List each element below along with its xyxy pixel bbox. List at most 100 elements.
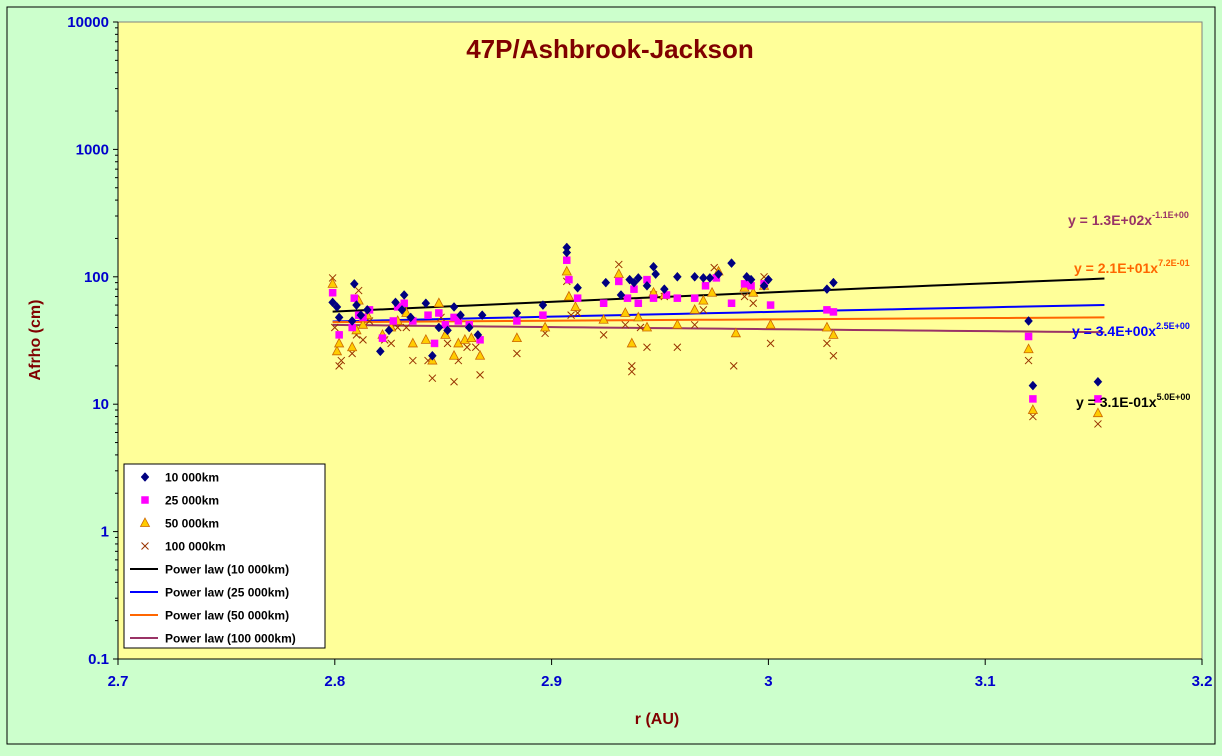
y-tick-label: 10000 (67, 14, 109, 31)
data-point-triangle (563, 290, 575, 301)
legend-marker-triangle (139, 517, 151, 527)
data-point-x (1094, 420, 1102, 428)
data-point-x (328, 274, 337, 282)
data-point-square (1094, 395, 1102, 403)
data-point-x (1029, 412, 1037, 421)
data-point-diamond (434, 322, 444, 333)
data-point-x (330, 323, 339, 332)
data-point-x (599, 331, 608, 339)
legend-box (123, 463, 326, 649)
chart-title: 47P/Ashbrook-Jackson (466, 34, 754, 64)
data-point-square (335, 331, 343, 339)
data-point-diamond (456, 310, 465, 321)
data-point-x (335, 361, 343, 370)
data-point-diamond (1093, 376, 1103, 387)
y-tick-label: 10 (92, 396, 109, 413)
data-point-triangle (466, 332, 477, 343)
data-point-x (1024, 356, 1033, 365)
data-point-diamond (660, 284, 669, 295)
x-tick-label: 3.2 (1192, 673, 1213, 690)
data-point-diamond (449, 302, 459, 312)
legend-marker-diamond (140, 472, 150, 482)
data-point-square (623, 294, 632, 302)
data-point-x (643, 343, 651, 352)
data-point-diamond (464, 322, 474, 333)
data-point-triangle (641, 321, 653, 332)
legend-marker-square (141, 496, 149, 504)
data-point-square (328, 288, 337, 297)
y-tick-label: 1 (101, 524, 109, 541)
data-point-square (701, 282, 710, 290)
data-point-triangle (407, 337, 419, 348)
data-point-x (729, 361, 738, 370)
data-point-square (599, 299, 608, 307)
data-point-diamond (649, 261, 658, 272)
y-tick-label: 0.1 (88, 651, 109, 668)
data-point-diamond (829, 277, 838, 288)
data-point-diamond (1024, 316, 1033, 326)
data-point-diamond (759, 280, 769, 291)
data-point-x (443, 339, 452, 348)
data-point-diamond (673, 271, 682, 282)
data-point-triangle (598, 313, 609, 324)
fit-equation-main: y = 1.3E+02x (1068, 212, 1152, 228)
data-point-diamond (573, 282, 582, 293)
data-point-triangle (331, 345, 343, 356)
data-point-square (350, 294, 359, 302)
data-point-x (476, 370, 484, 379)
data-point-square (1029, 395, 1037, 403)
data-point-x (463, 343, 471, 352)
data-point-diamond (727, 258, 736, 269)
data-point-triangle (620, 307, 631, 317)
data-point-square (1024, 332, 1033, 341)
data-point-diamond (538, 300, 548, 310)
data-point-square (649, 294, 658, 302)
data-point-diamond (332, 302, 342, 312)
data-point-x (513, 349, 521, 358)
data-point-x (627, 361, 636, 370)
data-point-diamond (616, 290, 626, 300)
data-point-triangle (633, 311, 644, 322)
data-point-diamond (477, 310, 487, 321)
fit-equation-3: y = 1.3E+02x-1.1E+00 (1068, 210, 1189, 228)
data-point-diamond (642, 280, 652, 291)
fit-equation-0: y = 3.1E-01x5.0E+00 (1076, 392, 1190, 410)
legend-entry-label: Power law (100 000km) (165, 632, 296, 646)
data-point-diamond (633, 273, 643, 283)
fit-equation-exponent: 2.5E+00 (1156, 321, 1190, 331)
fit-equation-1: y = 3.4E+00x2.5E+00 (1072, 321, 1190, 339)
fit-equation-2: y = 2.1E+01x7.2E-01 (1074, 258, 1190, 276)
data-point-triangle (828, 329, 839, 339)
data-point-diamond (651, 269, 660, 279)
data-point-x (359, 335, 367, 344)
legend-entry-label: Power law (50 000km) (165, 609, 289, 623)
data-point-triangle (333, 337, 345, 348)
data-point-square (690, 294, 699, 302)
data-point-x (348, 349, 356, 358)
data-point-diamond (443, 325, 452, 336)
data-point-square (823, 306, 831, 314)
data-point-triangle (474, 349, 486, 360)
data-point-diamond (421, 298, 431, 309)
fit-equation-exponent: -1.1E+00 (1152, 210, 1189, 220)
data-point-triangle (420, 333, 432, 344)
x-tick-label: 3.1 (975, 673, 996, 690)
data-point-square (727, 299, 736, 307)
fit-equation-main: y = 3.4E+00x (1072, 323, 1156, 339)
data-point-square (565, 275, 573, 284)
data-point-x (387, 339, 396, 348)
data-point-square (435, 309, 443, 317)
data-point-x (699, 306, 708, 314)
x-tick-label: 2.8 (324, 673, 345, 690)
data-point-diamond (473, 330, 483, 340)
data-point-triangle (1027, 404, 1039, 414)
fit-line-3 (332, 323, 1105, 334)
data-point-triangle (539, 321, 551, 332)
data-point-square (673, 294, 682, 302)
data-point-square (573, 294, 582, 302)
data-point-square (615, 277, 623, 286)
data-point-x (428, 374, 437, 383)
data-point-triangle (346, 341, 358, 352)
data-point-triangle (511, 332, 523, 343)
data-point-diamond (349, 278, 359, 289)
